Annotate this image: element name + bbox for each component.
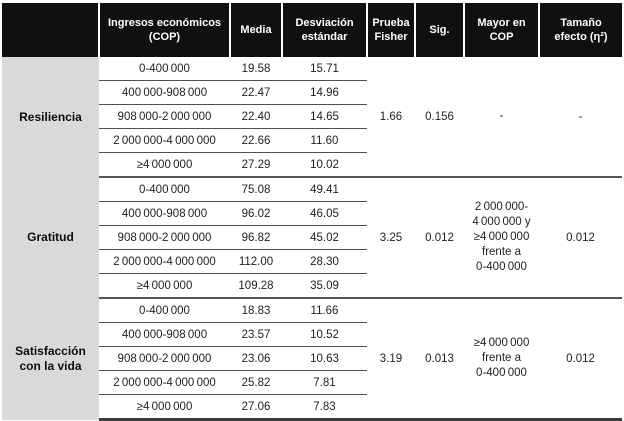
sd-cell: 7.83 [282, 394, 367, 421]
mayor-cell: 2 000 000- 4 000 000 y ≥4 000 000 frente… [464, 177, 539, 299]
sd-cell: 14.65 [282, 104, 367, 129]
sd-cell: 45.02 [282, 225, 367, 250]
income-cell: 0-400 000 [99, 57, 230, 81]
table-row: 2 000 000-4 000 000 112.00 28.30 [2, 249, 622, 274]
media-cell: 96.02 [230, 201, 282, 226]
table-row: 400 000-908 000 23.57 10.52 [2, 322, 622, 347]
income-cell: 908 000-2 000 000 [99, 104, 230, 129]
header-row: Ingresos económicos (COP) Media Desviaci… [2, 3, 622, 57]
income-cell: 400 000-908 000 [99, 201, 230, 226]
table-row: Resiliencia 0-400 000 19.58 15.71 1.66 0… [2, 57, 622, 178]
table-row: 400 000-908 000 96.02 46.05 [2, 201, 622, 226]
table-row: ≥4 000 000 27.29 10.02 [2, 152, 622, 178]
income-cell: ≥4 000 000 [99, 273, 230, 299]
mayor-cell: - [464, 57, 539, 178]
mayor-cell: ≥4 000 000 frente a 0-400 000 [464, 298, 539, 421]
group-resiliencia: Resiliencia 0-400 000 19.58 15.71 1.66 0… [2, 57, 622, 178]
income-cell: 2 000 000-4 000 000 [99, 370, 230, 395]
table-row: ≥4 000 000 27.06 7.83 [2, 394, 622, 421]
income-statistics-table: Ingresos económicos (COP) Media Desviaci… [2, 3, 622, 421]
sd-cell: 10.02 [282, 152, 367, 178]
effect-size-cell: 0.012 [539, 298, 622, 421]
col-header-variable [2, 3, 99, 57]
group-satisfaccion: Satisfacción con la vida 0-400 000 18.83… [2, 298, 622, 421]
fisher-cell: 1.66 [367, 57, 415, 178]
income-cell: ≥4 000 000 [99, 394, 230, 421]
media-cell: 22.66 [230, 128, 282, 153]
effect-size-cell: 0.012 [539, 177, 622, 299]
media-cell: 109.28 [230, 273, 282, 299]
media-cell: 22.40 [230, 104, 282, 129]
media-cell: 27.29 [230, 152, 282, 178]
sd-cell: 7.81 [282, 370, 367, 395]
table-row: Satisfacción con la vida 0-400 000 18.83… [2, 298, 622, 421]
income-cell: 400 000-908 000 [99, 80, 230, 105]
table-row: Gratitud 0-400 000 75.08 49.41 3.25 0.01… [2, 177, 622, 299]
sig-cell: 0.012 [415, 177, 464, 299]
media-cell: 18.83 [230, 298, 282, 323]
media-cell: 23.06 [230, 346, 282, 371]
table-row: 908 000-2 000 000 22.40 14.65 [2, 104, 622, 129]
col-header-mayor-cop: Mayor en COP [463, 3, 539, 57]
sd-cell: 10.52 [282, 322, 367, 347]
col-header-std-dev: Desviación estándar [281, 3, 367, 57]
sd-cell: 10.63 [282, 346, 367, 371]
sd-cell: 46.05 [282, 201, 367, 226]
income-cell: 908 000-2 000 000 [99, 225, 230, 250]
income-cell: 908 000-2 000 000 [99, 346, 230, 371]
table-row: 908 000-2 000 000 23.06 10.63 [2, 346, 622, 371]
media-cell: 96.82 [230, 225, 282, 250]
group-label: Gratitud [2, 177, 99, 298]
income-cell: ≥4 000 000 [99, 152, 230, 178]
media-cell: 75.08 [230, 177, 282, 202]
effect-size-cell: - [539, 57, 622, 178]
sd-cell: 35.09 [282, 273, 367, 299]
col-header-fisher: Prueba Fisher [366, 3, 415, 57]
col-header-sig: Sig. [414, 3, 464, 57]
sd-cell: 49.41 [282, 177, 367, 202]
media-cell: 27.06 [230, 394, 282, 421]
col-header-income: Ingresos económicos (COP) [98, 3, 230, 57]
sig-cell: 0.013 [415, 298, 464, 421]
income-cell: 0-400 000 [99, 177, 230, 202]
col-header-effect-size: Tamaño efecto (η²) [538, 3, 622, 57]
group-gratitud: Gratitud 0-400 000 75.08 49.41 3.25 0.01… [2, 177, 622, 299]
table-row: 908 000-2 000 000 96.82 45.02 [2, 225, 622, 250]
sd-cell: 11.60 [282, 128, 367, 153]
table-row: 2 000 000-4 000 000 22.66 11.60 [2, 128, 622, 153]
income-cell: 0-400 000 [99, 298, 230, 323]
table-row: 400 000-908 000 22.47 14.96 [2, 80, 622, 105]
sig-cell: 0.156 [415, 57, 464, 178]
income-cell: 400 000-908 000 [99, 322, 230, 347]
group-label: Resiliencia [2, 57, 99, 177]
sd-cell: 28.30 [282, 249, 367, 274]
income-cell: 2 000 000-4 000 000 [99, 249, 230, 274]
fisher-cell: 3.19 [367, 298, 415, 421]
media-cell: 112.00 [230, 249, 282, 274]
media-cell: 23.57 [230, 322, 282, 347]
group-label: Satisfacción con la vida [2, 298, 99, 420]
col-header-media: Media [229, 3, 282, 57]
media-cell: 19.58 [230, 57, 282, 81]
table-row: ≥4 000 000 109.28 35.09 [2, 273, 622, 299]
sd-cell: 14.96 [282, 80, 367, 105]
table-header: Ingresos económicos (COP) Media Desviaci… [2, 3, 622, 57]
media-cell: 25.82 [230, 370, 282, 395]
fisher-cell: 3.25 [367, 177, 415, 299]
media-cell: 22.47 [230, 80, 282, 105]
table-row: 2 000 000-4 000 000 25.82 7.81 [2, 370, 622, 395]
income-cell: 2 000 000-4 000 000 [99, 128, 230, 153]
sd-cell: 15.71 [282, 57, 367, 81]
sd-cell: 11.66 [282, 298, 367, 323]
